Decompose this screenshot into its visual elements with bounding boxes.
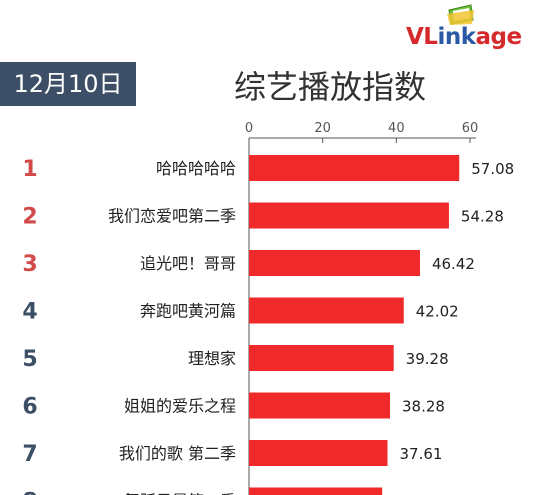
bar bbox=[249, 250, 420, 276]
x-tick-label: 20 bbox=[314, 121, 331, 136]
category-label: 理想家 bbox=[188, 349, 236, 368]
category-label: 舞蹈风暴第二季 bbox=[124, 492, 236, 495]
bar-chart: 0 20 40 60 1 哈哈哈哈哈 57.08 2 我们恋爱吧第二季 54.28 3 追光吧！哥哥 4… bbox=[22, 121, 514, 495]
rank-number: 1 bbox=[22, 157, 37, 182]
value-label: 54.28 bbox=[461, 208, 504, 226]
bar bbox=[249, 345, 394, 371]
bar bbox=[249, 202, 449, 229]
rank-number: 5 bbox=[22, 347, 37, 372]
value-label: 57.08 bbox=[471, 160, 514, 178]
bar bbox=[249, 392, 390, 419]
folder-icon bbox=[447, 4, 474, 25]
bar bbox=[249, 440, 388, 466]
x-tick-label: 0 bbox=[245, 121, 253, 136]
category-label: 哈哈哈哈哈 bbox=[156, 159, 236, 178]
category-label: 姐姐的爱乐之程 bbox=[124, 397, 236, 416]
value-label: 46.42 bbox=[432, 255, 475, 273]
rank-number: 6 bbox=[22, 395, 37, 420]
rank-number: 2 bbox=[22, 205, 37, 230]
rank-number: 4 bbox=[22, 300, 37, 325]
value-label: 38.28 bbox=[402, 398, 445, 416]
category-label: 奔跑吧黄河篇 bbox=[140, 302, 236, 321]
date-label: 12月10日 bbox=[13, 70, 123, 98]
bar bbox=[249, 155, 460, 181]
date-badge: 12月10日 bbox=[0, 62, 136, 106]
rank-number: 7 bbox=[22, 442, 37, 467]
value-label: 42.02 bbox=[416, 303, 459, 321]
x-tick-label: 60 bbox=[462, 121, 479, 136]
category-label: 我们恋爱吧第二季 bbox=[108, 207, 236, 226]
value-label: 37.61 bbox=[400, 445, 443, 463]
category-label: 我们的歌 第二季 bbox=[119, 444, 236, 463]
chart-title: 综艺播放指数 bbox=[233, 68, 426, 106]
rank-number: 3 bbox=[22, 252, 37, 277]
value-label: 36.16 bbox=[394, 493, 437, 495]
logo-text: VLinkage bbox=[406, 24, 522, 50]
vlinkage-logo: VLinkage bbox=[406, 2, 546, 56]
category-label: 追光吧！哥哥 bbox=[140, 254, 236, 273]
x-tick-label: 40 bbox=[388, 121, 405, 136]
rank-number: 8 bbox=[22, 490, 37, 495]
value-label: 39.28 bbox=[406, 350, 449, 368]
bar bbox=[249, 297, 404, 324]
bar bbox=[249, 487, 383, 495]
